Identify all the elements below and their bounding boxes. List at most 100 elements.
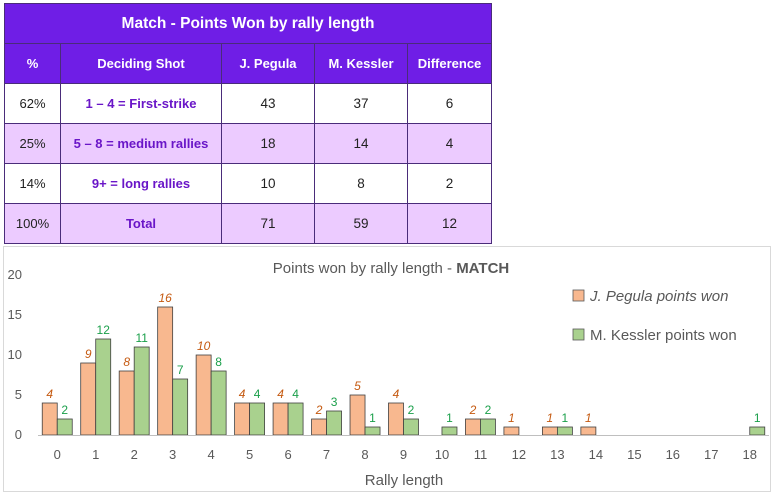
bar-pegula	[580, 426, 597, 436]
table-row: 14% 9+ = long rallies 10 8 2	[4, 163, 492, 204]
y-tick-label: 0	[15, 427, 22, 442]
chart-title-bold: MATCH	[456, 260, 509, 277]
bar-pegula	[157, 306, 174, 436]
bar-kessler	[364, 426, 381, 436]
y-tick-label: 10	[8, 347, 22, 362]
bar-pegula	[118, 370, 135, 436]
bar-pegula	[503, 426, 520, 436]
bar-pegula	[80, 362, 97, 436]
row-player-b: 14	[314, 123, 408, 164]
data-label-kessler: 1	[369, 411, 376, 425]
bar-pegula	[41, 402, 58, 436]
x-tick-label: 0	[54, 447, 61, 462]
data-label-kessler: 2	[485, 403, 492, 417]
header-player-b: M. Kessler	[314, 43, 408, 84]
row-label: Total	[60, 203, 222, 244]
legend-label-kessler: M. Kessler points won	[590, 327, 737, 344]
data-label-pegula: 2	[469, 403, 477, 417]
data-label-kessler: 11	[135, 331, 148, 345]
header-difference: Difference	[407, 43, 492, 84]
header-player-a: J. Pegula	[221, 43, 315, 84]
row-player-a: 10	[221, 163, 315, 204]
row-pct: 14%	[4, 163, 61, 204]
data-label-kessler: 4	[292, 387, 299, 401]
bar-pegula	[272, 402, 289, 436]
data-label-pegula: 1	[547, 411, 554, 425]
chart-legend: J. Pegula points won M. Kessler points w…	[572, 288, 737, 344]
data-label-pegula: 1	[508, 411, 515, 425]
x-tick-label: 6	[284, 447, 291, 462]
chart-container: Points won by rally length - MATCH 0 5 10 1…	[3, 246, 771, 492]
bar-pegula	[311, 418, 327, 436]
bar-kessler	[556, 426, 573, 436]
data-label-kessler: 4	[254, 387, 261, 401]
x-tick-label: 12	[512, 447, 526, 462]
row-label: 1 – 4 = First-strike	[60, 83, 222, 124]
bar-kessler	[403, 418, 419, 436]
x-tick-label: 8	[361, 447, 368, 462]
legend-swatch-pegula	[572, 289, 585, 302]
x-tick-label: 11	[474, 447, 488, 462]
legend-kessler-suffix: points won	[661, 327, 737, 344]
table-title: Match - Points Won by rally length	[4, 3, 492, 44]
table-row: 100% Total 71 59 12	[4, 203, 492, 244]
y-tick-label: 20	[8, 267, 22, 282]
row-player-a: 18	[221, 123, 315, 164]
bar-kessler	[480, 418, 496, 436]
x-tick-label: 13	[550, 447, 564, 462]
bar-kessler	[326, 410, 342, 436]
bar-kessler	[749, 426, 766, 436]
legend-swatch-kessler	[572, 328, 585, 341]
bar-kessler	[133, 346, 150, 436]
x-tick-label: 10	[435, 447, 449, 462]
x-axis-title: Rally length	[365, 472, 443, 489]
data-label-pegula: 9	[85, 347, 92, 361]
data-label-kessler: 8	[215, 355, 222, 369]
bar-pegula	[541, 426, 558, 436]
row-difference: 12	[407, 203, 492, 244]
data-label-kessler: 1	[562, 411, 569, 425]
x-tick-label: 4	[208, 447, 215, 462]
bar-kessler	[56, 418, 73, 436]
data-label-kessler: 1	[754, 411, 761, 425]
bar-pegula	[388, 402, 404, 436]
data-label-kessler: 2	[408, 403, 415, 417]
row-player-a: 43	[221, 83, 315, 124]
data-label-kessler: 2	[61, 403, 68, 417]
data-label-kessler: 1	[446, 411, 453, 425]
bar-pegula	[234, 402, 251, 436]
table-title-row: Match - Points Won by rally length	[4, 3, 492, 44]
x-tick-label: 14	[589, 447, 603, 462]
x-tick-label: 2	[131, 447, 138, 462]
bar-pegula	[195, 354, 212, 436]
legend-label-pegula: J. Pegula points won	[589, 288, 728, 305]
row-player-b: 59	[314, 203, 408, 244]
legend-pegula-name: J. Pegula	[589, 288, 653, 305]
x-tick-label: 5	[246, 447, 253, 462]
data-label-kessler: 12	[97, 323, 111, 337]
row-pct: 62%	[4, 83, 61, 124]
x-tick-label: 1	[92, 447, 99, 462]
data-label-pegula: 4	[393, 387, 400, 401]
header-deciding-shot: Deciding Shot	[60, 43, 222, 84]
x-tick-label: 3	[169, 447, 176, 462]
x-tick-label: 17	[704, 447, 718, 462]
row-player-a: 71	[221, 203, 315, 244]
row-pct: 100%	[4, 203, 61, 244]
row-player-b: 8	[314, 163, 408, 204]
table-row: 62% 1 – 4 = First-strike 43 37 6	[4, 83, 492, 124]
chart-title: Points won by rally length - MATCH	[273, 260, 509, 277]
rally-length-chart: Points won by rally length - MATCH 05101…	[8, 260, 769, 489]
data-label-pegula: 4	[277, 387, 284, 401]
y-tick-label: 15	[8, 307, 22, 322]
bar-kessler	[210, 370, 227, 436]
bar-kessler	[441, 426, 458, 436]
bar-kessler	[287, 402, 304, 436]
bar-kessler	[249, 402, 266, 436]
data-label-kessler: 3	[331, 395, 338, 409]
row-label: 9+ = long rallies	[60, 163, 222, 204]
bar-pegula	[349, 394, 366, 436]
points-table: Match - Points Won by rally length % Dec…	[4, 3, 492, 244]
data-label-pegula: 8	[123, 355, 130, 369]
